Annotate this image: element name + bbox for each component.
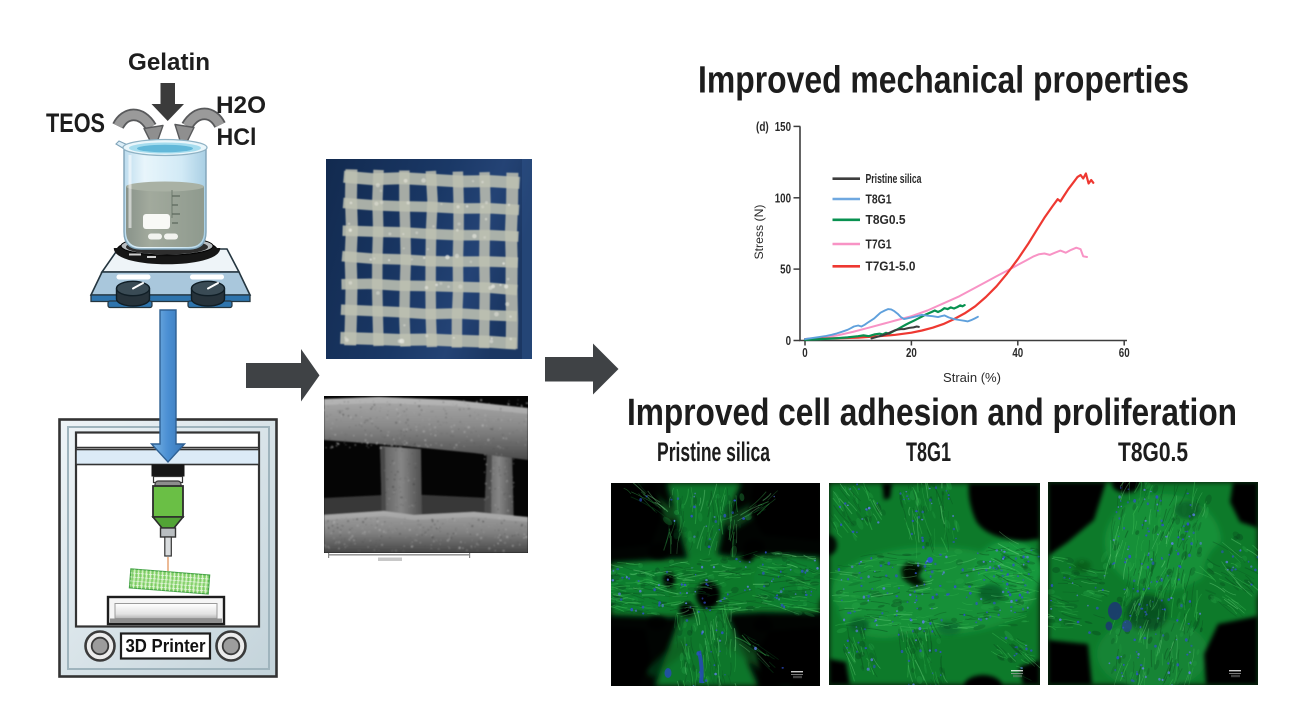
svg-text:Pristine silica: Pristine silica	[657, 437, 771, 467]
svg-text:T7G1-5.0: T7G1-5.0	[866, 259, 916, 274]
svg-text:0: 0	[786, 335, 791, 348]
svg-text:T7G1: T7G1	[866, 236, 892, 251]
svg-text:60: 60	[1119, 347, 1130, 360]
svg-text:Strain (%): Strain (%)	[943, 371, 1001, 385]
svg-text:3D Printer: 3D Printer	[126, 635, 206, 656]
svg-text:Stress (N): Stress (N)	[752, 204, 766, 259]
svg-text:150: 150	[775, 121, 791, 134]
svg-text:T8G0.5: T8G0.5	[1118, 437, 1188, 467]
svg-text:0: 0	[802, 347, 807, 360]
svg-text:100: 100	[775, 192, 791, 205]
svg-text:40: 40	[1012, 347, 1023, 360]
svg-text:Pristine silica: Pristine silica	[866, 171, 923, 186]
svg-text:T8G0.5: T8G0.5	[866, 212, 906, 227]
svg-text:HCl: HCl	[217, 124, 257, 151]
svg-text:Improved mechanical properties: Improved mechanical properties	[698, 60, 1189, 102]
svg-text:H2O: H2O	[216, 92, 266, 119]
svg-text:T8G1: T8G1	[906, 437, 951, 467]
svg-text:T8G1: T8G1	[866, 191, 892, 206]
svg-text:Gelatin: Gelatin	[128, 49, 210, 76]
svg-text:(d): (d)	[756, 121, 769, 134]
svg-text:Improved cell adhesion and pro: Improved cell adhesion and proliferation	[627, 392, 1237, 434]
svg-text:50: 50	[780, 264, 791, 277]
svg-text:20: 20	[906, 347, 917, 360]
svg-text:TEOS: TEOS	[46, 108, 105, 138]
